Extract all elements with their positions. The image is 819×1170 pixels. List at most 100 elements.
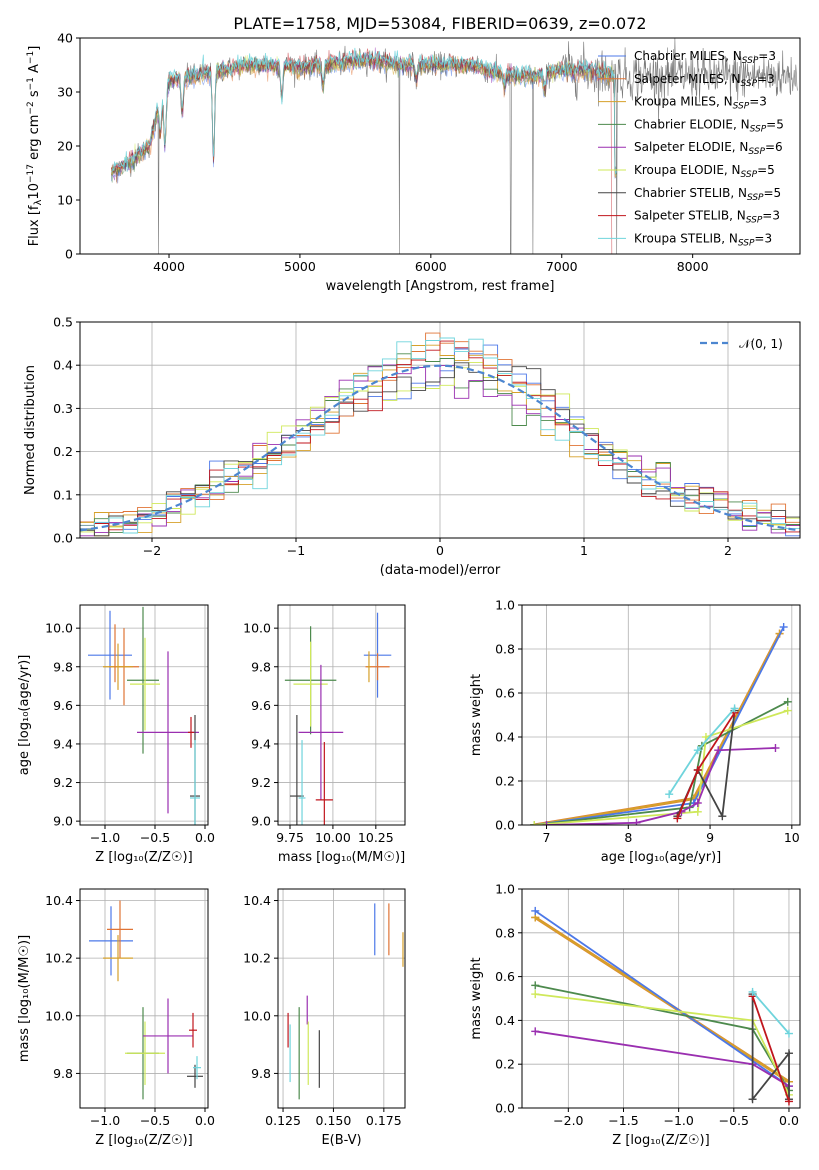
x-axis-label: Z [log₁₀(Z/Z☉)] [612,1133,709,1148]
marker-chabrier-stelib [748,1095,757,1104]
y-tick-label: 9.6 [251,698,271,713]
y-axis-label-part: s [27,90,42,101]
legend-sub: SSP [738,238,755,248]
errorbar-kroupa-miles [103,643,133,690]
x-tick-label: 4000 [153,259,185,274]
y-tick-label: 0.8 [495,642,515,657]
line-kroupa-elodie [534,709,788,825]
y-axis-label-part: −1 [26,51,36,64]
plot-frame [79,604,209,826]
x-tick-label: 8000 [677,259,709,274]
marker-kroupa-stelib [748,987,757,996]
x-tick-label: 10.00 [315,830,351,845]
legend-sub: SSP [750,124,767,134]
errorbar-chabrier-miles [89,906,133,976]
x-tick-label: 1 [580,543,588,558]
y-axis-label-part: −17 [26,164,36,183]
y-tick-label: 0.0 [495,1101,515,1116]
y-tick-label: 9.8 [53,1066,73,1081]
line-kroupa-miles [534,916,790,1083]
x-tick-label: −0.5 [140,830,170,845]
mass-vs-z-axes: −1.0 −0.5 0.0 9.8 10.0 10.2 10.4 Z [log₁₀(Z/Z☉)… [17,888,215,1148]
mass-vs-z-points [89,900,203,1100]
legend-label: Kroupa MILES, NSSP=3 [634,95,767,112]
plot-frame [277,888,406,1109]
legend-label: Salpeter STELIB, NSSP=3 [634,209,780,226]
y-tick-label: 10.2 [243,951,271,966]
plot-frame [277,604,406,826]
errorbar-kroupa-stelib [298,740,306,825]
x-axis-label: E(B-V) [321,1133,361,1148]
y-tick-label: 10 [57,193,73,208]
y-tick-label: 9.4 [53,736,73,751]
y-axis-label-part: A [27,64,42,77]
y-tick-label: 10.0 [243,621,271,636]
y-tick-label: 0.4 [53,358,73,373]
y-tick-label: 0.5 [53,315,73,330]
y-tick-label: 9.0 [251,814,271,829]
line-chabrier-elodie [534,700,789,825]
y-tick-label: 9.2 [53,775,73,790]
marker-chabrier-elodie [783,697,792,706]
y-axis-label-part: 10 [27,183,42,200]
errorbar-chabrier-stelib [187,1064,203,1088]
x-tick-label: 0.0 [195,830,215,845]
y-tick-label: 0.6 [495,969,515,984]
x-tick-label: −2.0 [553,1113,583,1128]
spectrum-legend: Chabrier MILES, NSSP=3 Salpeter MILES, NS… [598,49,784,248]
legend-value: =3 [749,95,767,109]
marker-chabrier-elodie [531,981,540,990]
legend-sub: SSP [741,170,758,180]
x-tick-label: 0.150 [316,1113,352,1128]
line-salpeter-miles [534,632,781,825]
x-tick-label: 10.25 [358,830,394,845]
y-tick-label: 0.6 [495,686,515,701]
errorbar-kroupa-elodie [293,641,328,727]
legend-label: Chabrier ELODIE, NSSP=5 [634,117,784,134]
legend-sub: SSP [747,193,764,203]
line-chabrier-stelib [751,994,790,1102]
x-axis-label: Z [log₁₀(Z/Z☉)] [95,1133,192,1148]
line-kroupa-stelib [751,991,790,1035]
weight-vs-age-axes: 7 8 9 10 0.0 0.2 0.4 0.6 0.8 1.0 age [log₁₀(age/yr… [469,598,801,865]
age-vs-z-axes: −1.0 −0.5 0.0 9.0 9.2 9.4 9.6 9.8 10.0 Z [log₁₀(Z… [17,604,215,865]
y-axis-label: Flux [fλ10−17 erg cm−2 s−1 A−1] [26,46,44,247]
legend-value: =5 [757,163,775,177]
x-tick-label: 0.0 [779,1113,799,1128]
plot-frame [521,604,801,826]
y-tick-label: 0.4 [495,730,515,745]
x-tick-label: −1.0 [90,830,120,845]
legend-name: Salpeter ELODIE, N [634,140,748,154]
x-tick-label: 10 [784,830,800,845]
legend-label: Chabrier MILES, NSSP=3 [634,49,776,66]
y-axis-label-part: −2 [26,101,36,114]
legend-value: =3 [754,231,772,245]
y-tick-label: 10.4 [243,893,271,908]
plot-frame [79,321,801,539]
histogram-kroupa-elodie [80,362,800,537]
weight-vs-z-axes: −2.0 −1.5 −1.0 −0.5 0.0 0.0 0.2 0.4 0.6 0.8 1.0 Z [… [469,882,801,1148]
y-axis-label: age [log₁₀(age/yr)] [17,655,32,776]
line-salpeter-stelib [751,996,790,1102]
y-tick-label: 10.0 [243,1008,271,1023]
x-axis-label: mass [log₁₀(M/M☉)] [278,850,405,865]
line-kroupa-miles [534,633,781,825]
plot-frame [79,37,801,255]
marker-kroupa-stelib [693,746,702,755]
errorbar-kroupa-miles [367,651,371,683]
errorbar-salpeter-stelib [188,716,194,748]
y-tick-label: 20 [57,139,73,154]
y-tick-label: 9.6 [53,698,73,713]
histogram-chabrier-stelib [80,362,800,537]
weight-vs-z-lines [531,906,793,1106]
errorbar-kroupa-stelib [193,1056,201,1080]
legend-value: =3 [762,209,780,223]
y-axis-label-part: Flux [f [27,205,42,246]
residual-histograms [80,332,800,537]
marker-chabrier-miles [531,906,540,915]
legend-label: Salpeter MILES, NSSP=3 [634,72,775,89]
marker-salpeter-elodie [714,746,723,755]
marker-chabrier-miles [779,623,788,631]
spectrum-axes: 4000 5000 6000 7000 8000 0 10 20 30 40 wavelength … [57,31,801,294]
